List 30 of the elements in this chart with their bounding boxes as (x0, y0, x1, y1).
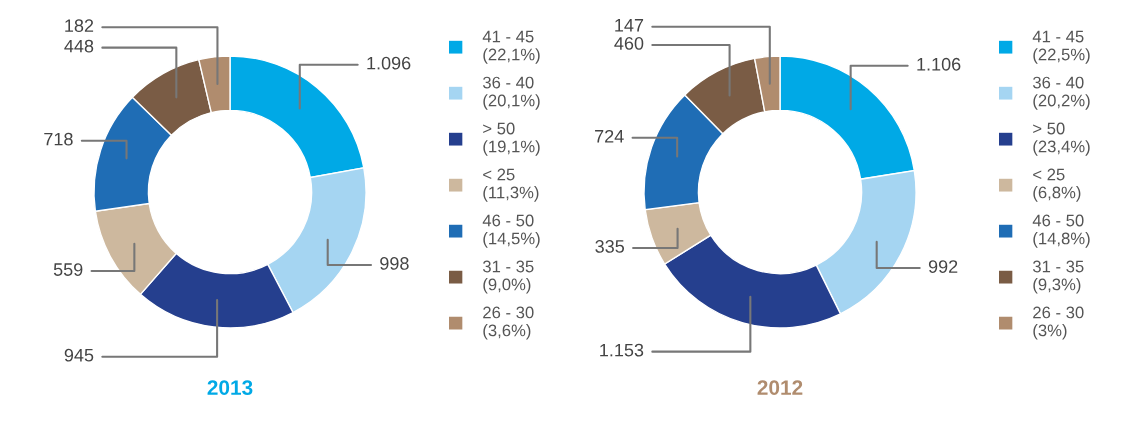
legend-label: 46 - 50 (14,5%) (482, 214, 540, 248)
data-label: 718 (44, 132, 73, 146)
data-label: 945 (64, 348, 94, 362)
data-label: 448 (64, 39, 94, 53)
data-label: 1.153 (600, 343, 644, 357)
legend-label: 26 - 30 (3%) (1033, 306, 1084, 340)
legend-label: 31 - 35 (9,0%) (482, 260, 534, 294)
legend-label: 36 - 40 (20,1%) (482, 76, 540, 110)
data-label: 1.106 (917, 57, 961, 71)
legend-label: > 50 (23,4%) (1033, 122, 1090, 156)
legend-label: 26 - 30 (3,6%) (483, 306, 534, 340)
data-label: 998 (380, 257, 409, 270)
legend-label: < 25 (11,3%) (483, 168, 539, 202)
data-label: 559 (53, 263, 83, 276)
data-label: 147 (615, 19, 644, 32)
legend-label: 36 - 40 (20,2%) (1032, 76, 1090, 110)
text: 2013 (207, 380, 253, 396)
data-label: 182 (65, 19, 94, 33)
legend-label: 46 - 50 (14,8%) (1032, 214, 1090, 248)
legend-label: < 25 (6,8%) (1033, 168, 1081, 202)
data-label: 1.096 (367, 56, 411, 70)
legend-label: 41 - 45 (22,1%) (482, 30, 540, 64)
data-label: 992 (928, 260, 958, 273)
legend-label: 31 - 35 (9,3%) (1032, 260, 1084, 294)
text: 2012 (757, 380, 803, 395)
legend-label: 41 - 45 (22,5%) (1032, 30, 1090, 64)
data-label: 335 (595, 240, 625, 253)
data-label: 724 (595, 129, 624, 143)
data-label: 460 (614, 37, 644, 50)
legend-label: > 50 (19,1%) (483, 122, 540, 156)
